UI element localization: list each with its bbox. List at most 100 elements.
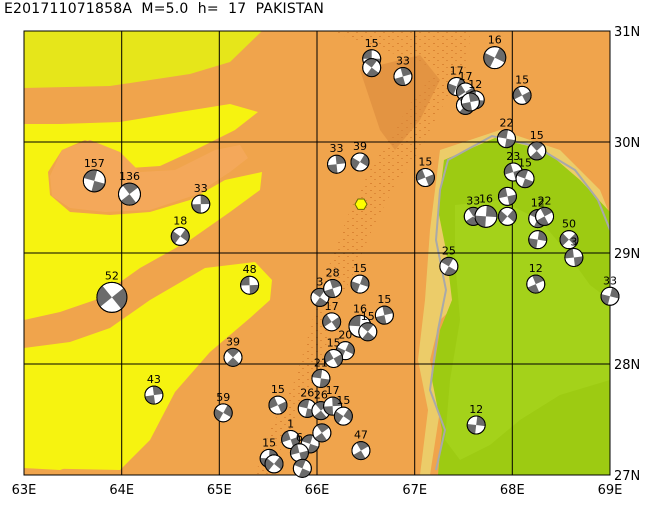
depth-label: 52 [105, 269, 119, 282]
focal-mechanism-beachball [264, 454, 284, 474]
focal-mechanism-beachball: 15 [415, 156, 435, 188]
lat-tick-label: 29N [614, 247, 640, 262]
focal-mechanism-beachball: 28 [323, 267, 343, 299]
lat-tick-label: 31N [614, 25, 640, 40]
focal-mechanism-beachball: 43 [144, 373, 164, 405]
depth-label: 15 [418, 156, 432, 169]
focal-mechanism-beachball: 136 [117, 170, 141, 206]
focal-mechanism-beachball: 16 [483, 34, 507, 70]
depth-label: 157 [84, 157, 105, 170]
focal-mechanism-beachball: 33 [327, 142, 347, 174]
epicenter [354, 198, 368, 210]
focal-mechanism-beachball: 15 [350, 262, 370, 294]
depth-label: 26 [300, 386, 314, 399]
depth-label: 15 [336, 394, 350, 407]
depth-label: 17 [325, 300, 339, 313]
focal-mechanism-beachball: 33 [191, 182, 211, 214]
focal-mechanism-beachball: 1 [281, 417, 301, 449]
depth-label: 48 [243, 263, 257, 276]
focal-mechanism-beachball: 15 [333, 394, 353, 426]
depth-label: 21 [314, 356, 328, 369]
focal-mechanism-beachball: 48 [240, 263, 260, 295]
depth-label: 22 [538, 194, 552, 207]
focal-mechanism-beachball: 33 [393, 55, 413, 87]
focal-mechanism-beachball: 17 [322, 300, 342, 332]
focal-mechanism-beachball: 17 [323, 384, 343, 416]
focal-mechanism-beachball: 15 [358, 310, 378, 342]
focal-mechanism-beachball: 15 [512, 73, 532, 105]
focal-mechanism-beachball: 16 [474, 192, 498, 228]
depth-label: 15 [515, 73, 529, 86]
depth-label: 26 [314, 389, 328, 402]
depth-label: 16 [353, 302, 367, 315]
depth-label: 17 [326, 384, 340, 397]
lon-tick-label: 65E [207, 483, 232, 498]
depth-label: 12 [469, 403, 483, 416]
lon-tick-label: 64E [109, 483, 134, 498]
focal-mechanism-beachball [460, 92, 480, 112]
lon-tick-label: 63E [12, 483, 37, 498]
depth-label: 15 [327, 336, 341, 349]
depth-label: 39 [226, 335, 240, 348]
depth-label: 39 [353, 140, 367, 153]
focal-mechanism-beachball [292, 458, 312, 478]
depth-label: 28 [326, 267, 340, 280]
focal-mechanism-beachball: 6 [289, 431, 309, 463]
depth-label: 16 [479, 192, 493, 205]
depth-label: 15 [365, 37, 379, 50]
depth-label: 16 [488, 34, 502, 47]
focal-mechanism-beachball: 22 [535, 194, 555, 226]
depth-label: 12 [529, 262, 543, 275]
focal-mechanism-beachball: 22 [496, 117, 516, 149]
depth-label: 136 [119, 170, 140, 183]
lon-tick-label: 69E [598, 483, 623, 498]
latitude-axis: 31N 30N 29N 28N 27N [614, 25, 640, 484]
depth-label: 3 [316, 275, 323, 288]
depth-label: 20 [338, 329, 352, 342]
focal-mechanism-beachball: 39 [223, 335, 243, 367]
lat-tick-label: 28N [614, 358, 640, 373]
focal-mechanism-beachball: 59 [213, 391, 233, 423]
longitude-axis: 63E 64E 65E 66E 67E 68E 69E [12, 483, 623, 498]
focal-mechanism-beachball [497, 186, 517, 206]
depth-label: 59 [216, 391, 230, 404]
depth-label: 47 [354, 429, 368, 442]
depth-label: 15 [353, 262, 367, 275]
depth-label: 3 [570, 235, 577, 248]
focal-mechanism-beachball: 3 [564, 235, 584, 267]
depth-label: 17 [458, 70, 472, 83]
lat-tick-label: 30N [614, 136, 640, 151]
depth-label: 33 [603, 274, 617, 287]
depth-label: 43 [147, 373, 161, 386]
depth-label: 23 [506, 150, 520, 163]
depth-label: 15 [530, 129, 544, 142]
focal-mechanism-beachball: 157 [82, 157, 106, 193]
focal-mechanism-beachball: 12 [466, 403, 486, 435]
depth-label: 15 [377, 293, 391, 306]
lon-tick-label: 68E [500, 483, 525, 498]
depth-label: 15 [271, 383, 285, 396]
focal-mechanism-beachball: 15 [268, 383, 288, 415]
focal-mechanism-beachball: 15 [374, 293, 394, 325]
lon-tick-label: 67E [402, 483, 427, 498]
focal-mechanism-beachball: 12 [526, 262, 546, 294]
epicenter-marker [354, 198, 368, 210]
focal-mechanism-beachball: 39 [350, 140, 370, 172]
focal-mechanism-beachball: 50 [559, 218, 579, 250]
lat-tick-label: 27N [614, 469, 640, 484]
depth-label: 12 [468, 78, 482, 91]
depth-label: 33 [466, 194, 480, 207]
depth-label: 50 [562, 218, 576, 231]
focal-mechanism-beachball [528, 230, 548, 250]
focal-mechanism-beachball: 47 [351, 429, 371, 461]
focal-mechanism-beachball [497, 206, 517, 226]
focal-mechanism-beachball: 33 [600, 274, 620, 306]
depth-label: 15 [361, 310, 375, 323]
depth-label: 18 [173, 214, 187, 227]
focal-mechanism-beachball: 21 [311, 356, 331, 388]
focal-mechanism-beachball: 15 [515, 157, 535, 189]
focal-mechanism-beachball: 25 [439, 244, 459, 276]
depth-label: 12 [531, 197, 545, 210]
